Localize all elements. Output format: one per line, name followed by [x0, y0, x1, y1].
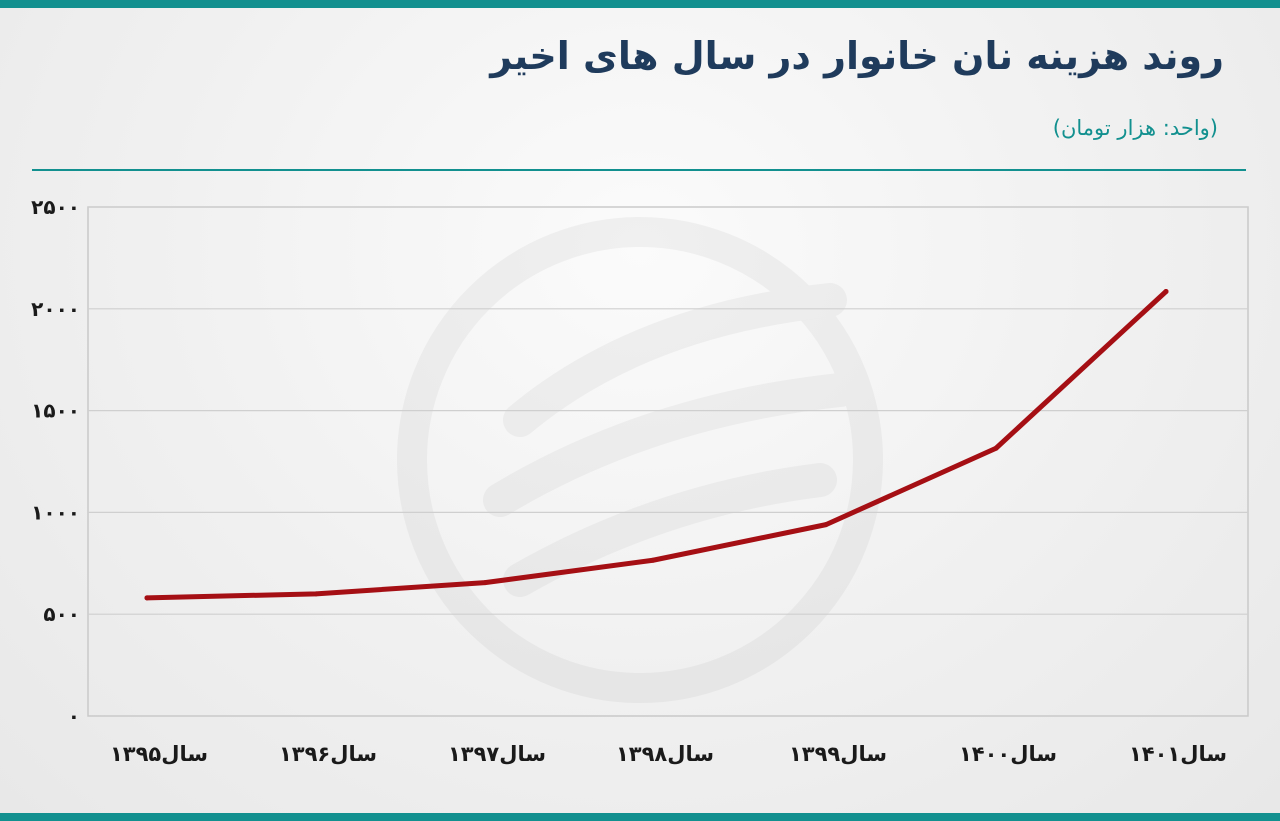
series-layer [144, 288, 1169, 601]
x-tick-label: سال۱۳۹۵ [110, 742, 208, 766]
y-tick-label: ۱۰۰۰ [31, 500, 80, 524]
x-tick-label: سال۱۳۹۸ [616, 742, 714, 766]
y-tick-label: ۱۵۰۰ [31, 399, 80, 423]
title-divider [32, 169, 1246, 171]
data-point [993, 445, 999, 451]
x-tick-label: سال۱۳۹۹ [789, 742, 887, 766]
data-point [650, 557, 656, 563]
data-point [1163, 288, 1169, 294]
y-axis: ۰ ۵۰۰ ۱۰۰۰ ۱۵۰۰ ۲۰۰۰ ۲۵۰۰ [31, 195, 80, 728]
x-tick-label: سال۱۳۹۷ [448, 742, 546, 766]
bottom-accent-bar [0, 813, 1280, 821]
data-point [313, 591, 319, 597]
x-tick-label: سال۱۳۹۶ [279, 742, 377, 766]
plot-area [87, 206, 1249, 717]
y-tick-label: ۵۰۰ [43, 602, 80, 626]
watermark-logo [397, 217, 883, 703]
page-title: روند هزینه نان خانوار در سال های اخیر [490, 34, 1224, 78]
x-tick-label: سال۱۴۰۱ [1129, 742, 1227, 766]
y-tick-label: ۰ [68, 704, 80, 728]
unit-subtitle: (واحد: هزار تومان) [1052, 116, 1218, 140]
y-tick-label: ۲۵۰۰ [31, 195, 80, 219]
x-tick-label: سال۱۴۰۰ [959, 742, 1057, 766]
data-point [482, 580, 488, 586]
data-point [144, 595, 150, 601]
data-point [823, 522, 829, 528]
gridlines [88, 206, 1248, 615]
top-accent-bar [0, 0, 1280, 8]
y-tick-label: ۲۰۰۰ [31, 297, 80, 321]
x-axis: سال۱۳۹۵ سال۱۳۹۶ سال۱۳۹۷ سال۱۳۹۸ سال۱۳۹۹ سال۱۴… [110, 742, 1227, 766]
